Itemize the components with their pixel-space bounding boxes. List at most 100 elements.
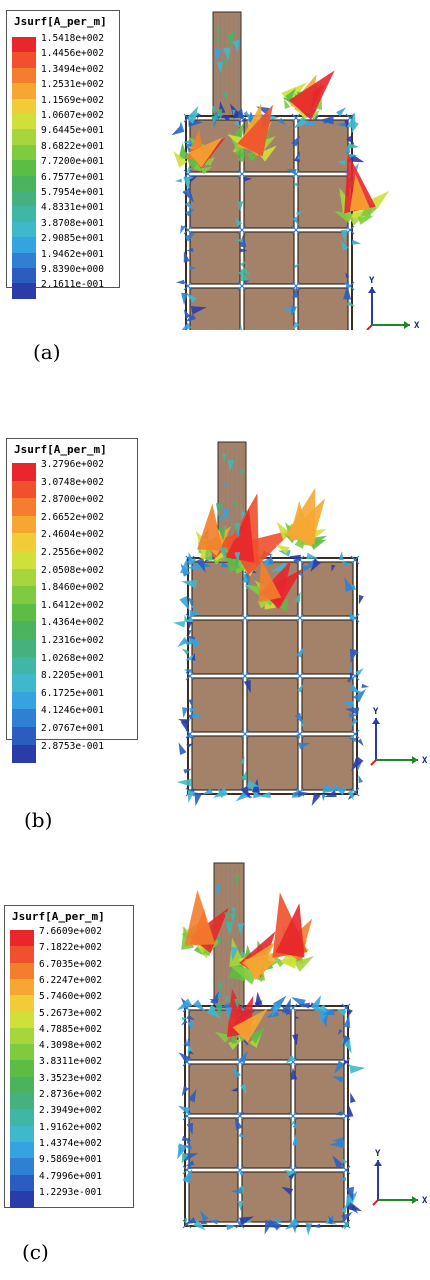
color-swatch [12,674,36,693]
current-mark [295,613,305,623]
current-vector [254,1000,263,1007]
current-vector [333,1111,343,1116]
color-swatch [12,191,36,207]
patch-cell [189,175,241,229]
current-vector [310,558,321,572]
patch-cell [297,175,349,229]
x-axis-arrow-icon [412,756,418,764]
current-vector [180,225,186,235]
current-vector [217,936,222,946]
current-vector [312,1223,321,1228]
current-vector [297,790,309,798]
patch-cell [189,231,241,285]
current-vector [293,182,300,188]
current-vector [241,770,247,781]
current-vector [187,596,195,605]
current-vector [285,1054,296,1064]
color-swatch [12,67,36,84]
color-swatch [10,1125,34,1143]
legend-tick-label: 3.3523e+002 [39,1072,102,1084]
current-vector [302,565,314,572]
current-vector [293,263,300,269]
current-vector [189,266,197,270]
current-vector [271,1002,282,1017]
current-vector [238,1132,246,1138]
color-swatch [10,962,34,980]
patch-cell [241,1117,292,1169]
color-swatch [12,114,36,130]
current-vector [292,790,301,797]
patch-cell [301,677,354,733]
color-swatch [12,268,36,284]
current-vector [239,117,247,122]
legend-tick-label: 1.4374e+002 [39,1137,102,1149]
color-swatch [12,480,36,499]
patch-cell [243,175,295,229]
current-vector [216,27,221,35]
current-vector [181,580,197,589]
current-vector [281,998,291,1015]
current-vector [358,774,364,784]
current-vector [175,279,185,285]
current-vector [294,151,300,163]
current-vector [216,38,220,45]
color-swatch [12,175,36,192]
current-vector [293,557,302,564]
patch-cell [297,287,349,330]
current-vector [346,300,356,307]
current-vector [192,1219,206,1231]
legend-tick-label: 2.0767e+001 [41,723,104,734]
color-swatch [12,709,36,728]
current-vector [349,611,355,620]
patch-cell [246,735,299,791]
current-vector [282,306,294,314]
current-vector [296,211,303,216]
current-vector [188,698,193,708]
antenna-diagram-b: YX [173,441,428,807]
current-vector [332,784,347,796]
current-vector [347,1105,354,1118]
current-vector [190,604,197,610]
current-vector [228,32,235,45]
x-axis-label: X [414,321,420,330]
current-vector [349,1065,366,1074]
legend-tick-label: 1.0607e+002 [41,110,104,121]
current-vector [230,1187,242,1194]
current-vector [285,88,297,101]
legend-panel-a: Jsurf[A_per_m] 1.5418e+002 1.4456e+002 1.3… [6,10,120,300]
current-vector [294,712,304,725]
current-vector [239,325,243,330]
current-vector [186,1014,196,1021]
current-vector [181,1135,192,1141]
current-vector [232,1066,241,1079]
current-vector [183,250,190,263]
current-vector [183,1144,193,1151]
current-vector [186,743,194,748]
current-vectors [176,874,366,1236]
color-swatch [10,1109,34,1127]
color-swatch [12,533,36,552]
current-vector [305,119,318,127]
current-vector [344,119,349,129]
color-swatch [12,52,36,69]
current-vector [240,786,251,799]
current-vector [186,733,193,740]
current-vector [349,173,371,212]
current-vector [177,1105,191,1115]
current-vector [232,122,245,141]
current-vector [176,998,193,1011]
current-vector [186,247,194,252]
color-swatch [12,639,36,658]
color-swatch [12,621,36,640]
current-mark [291,113,301,123]
y-axis-label: Y [375,1149,381,1159]
current-vector [361,683,370,688]
current-vector [200,166,213,175]
current-vector [281,1186,294,1195]
current-vector [347,1009,353,1017]
y-axis-arrow-icon [374,1160,382,1166]
patch-cell [243,231,295,285]
current-vector [173,150,188,168]
legend-tick-label: 1.2316e+002 [41,635,104,646]
antenna-structure [183,11,355,330]
